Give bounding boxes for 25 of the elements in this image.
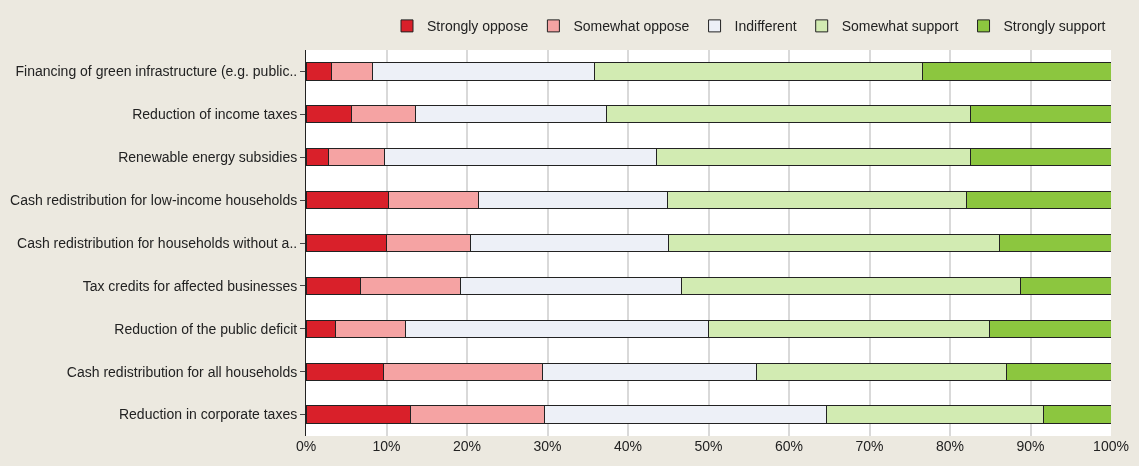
x-tick-label: 70% xyxy=(855,438,884,454)
y-tick-label: Reduction of the public deficit xyxy=(114,320,298,337)
y-tick-label: Renewable energy subsidies xyxy=(118,149,298,166)
x-tick-label: 10% xyxy=(372,438,401,454)
x-tick-label: 20% xyxy=(452,438,482,454)
x-tick-label: 50% xyxy=(694,438,723,454)
x-tick-label: 40% xyxy=(613,438,643,454)
legend-label: Somewhat support xyxy=(841,18,959,35)
legend-label: Indifferent xyxy=(734,18,797,35)
x-tick-label: 60% xyxy=(774,438,804,454)
x-tick-label: 80% xyxy=(935,438,965,454)
legend-label: Strongly support xyxy=(1003,18,1106,35)
x-tick-label: 100% xyxy=(1093,438,1129,454)
legend-label: Somewhat oppose xyxy=(573,18,690,35)
y-tick-label: Cash redistribution for households without a.. xyxy=(17,234,298,251)
y-tick-label: Tax credits for affected businesses xyxy=(82,277,298,294)
x-tick-label: 30% xyxy=(533,438,562,454)
legend-label: Strongly oppose xyxy=(427,18,529,35)
y-tick-label: Financing of green infrastructure (e.g. public.. xyxy=(15,63,298,80)
x-tick-label: 90% xyxy=(1016,438,1045,454)
y-tick-label: Cash redistribution for low-income households xyxy=(10,192,298,209)
y-tick-label: Reduction in corporate taxes xyxy=(118,406,298,423)
y-tick-label: Cash redistribution for all households xyxy=(66,363,298,380)
x-tick-label: 0% xyxy=(295,438,317,454)
y-tick-label: Reduction of income taxes xyxy=(132,106,298,123)
